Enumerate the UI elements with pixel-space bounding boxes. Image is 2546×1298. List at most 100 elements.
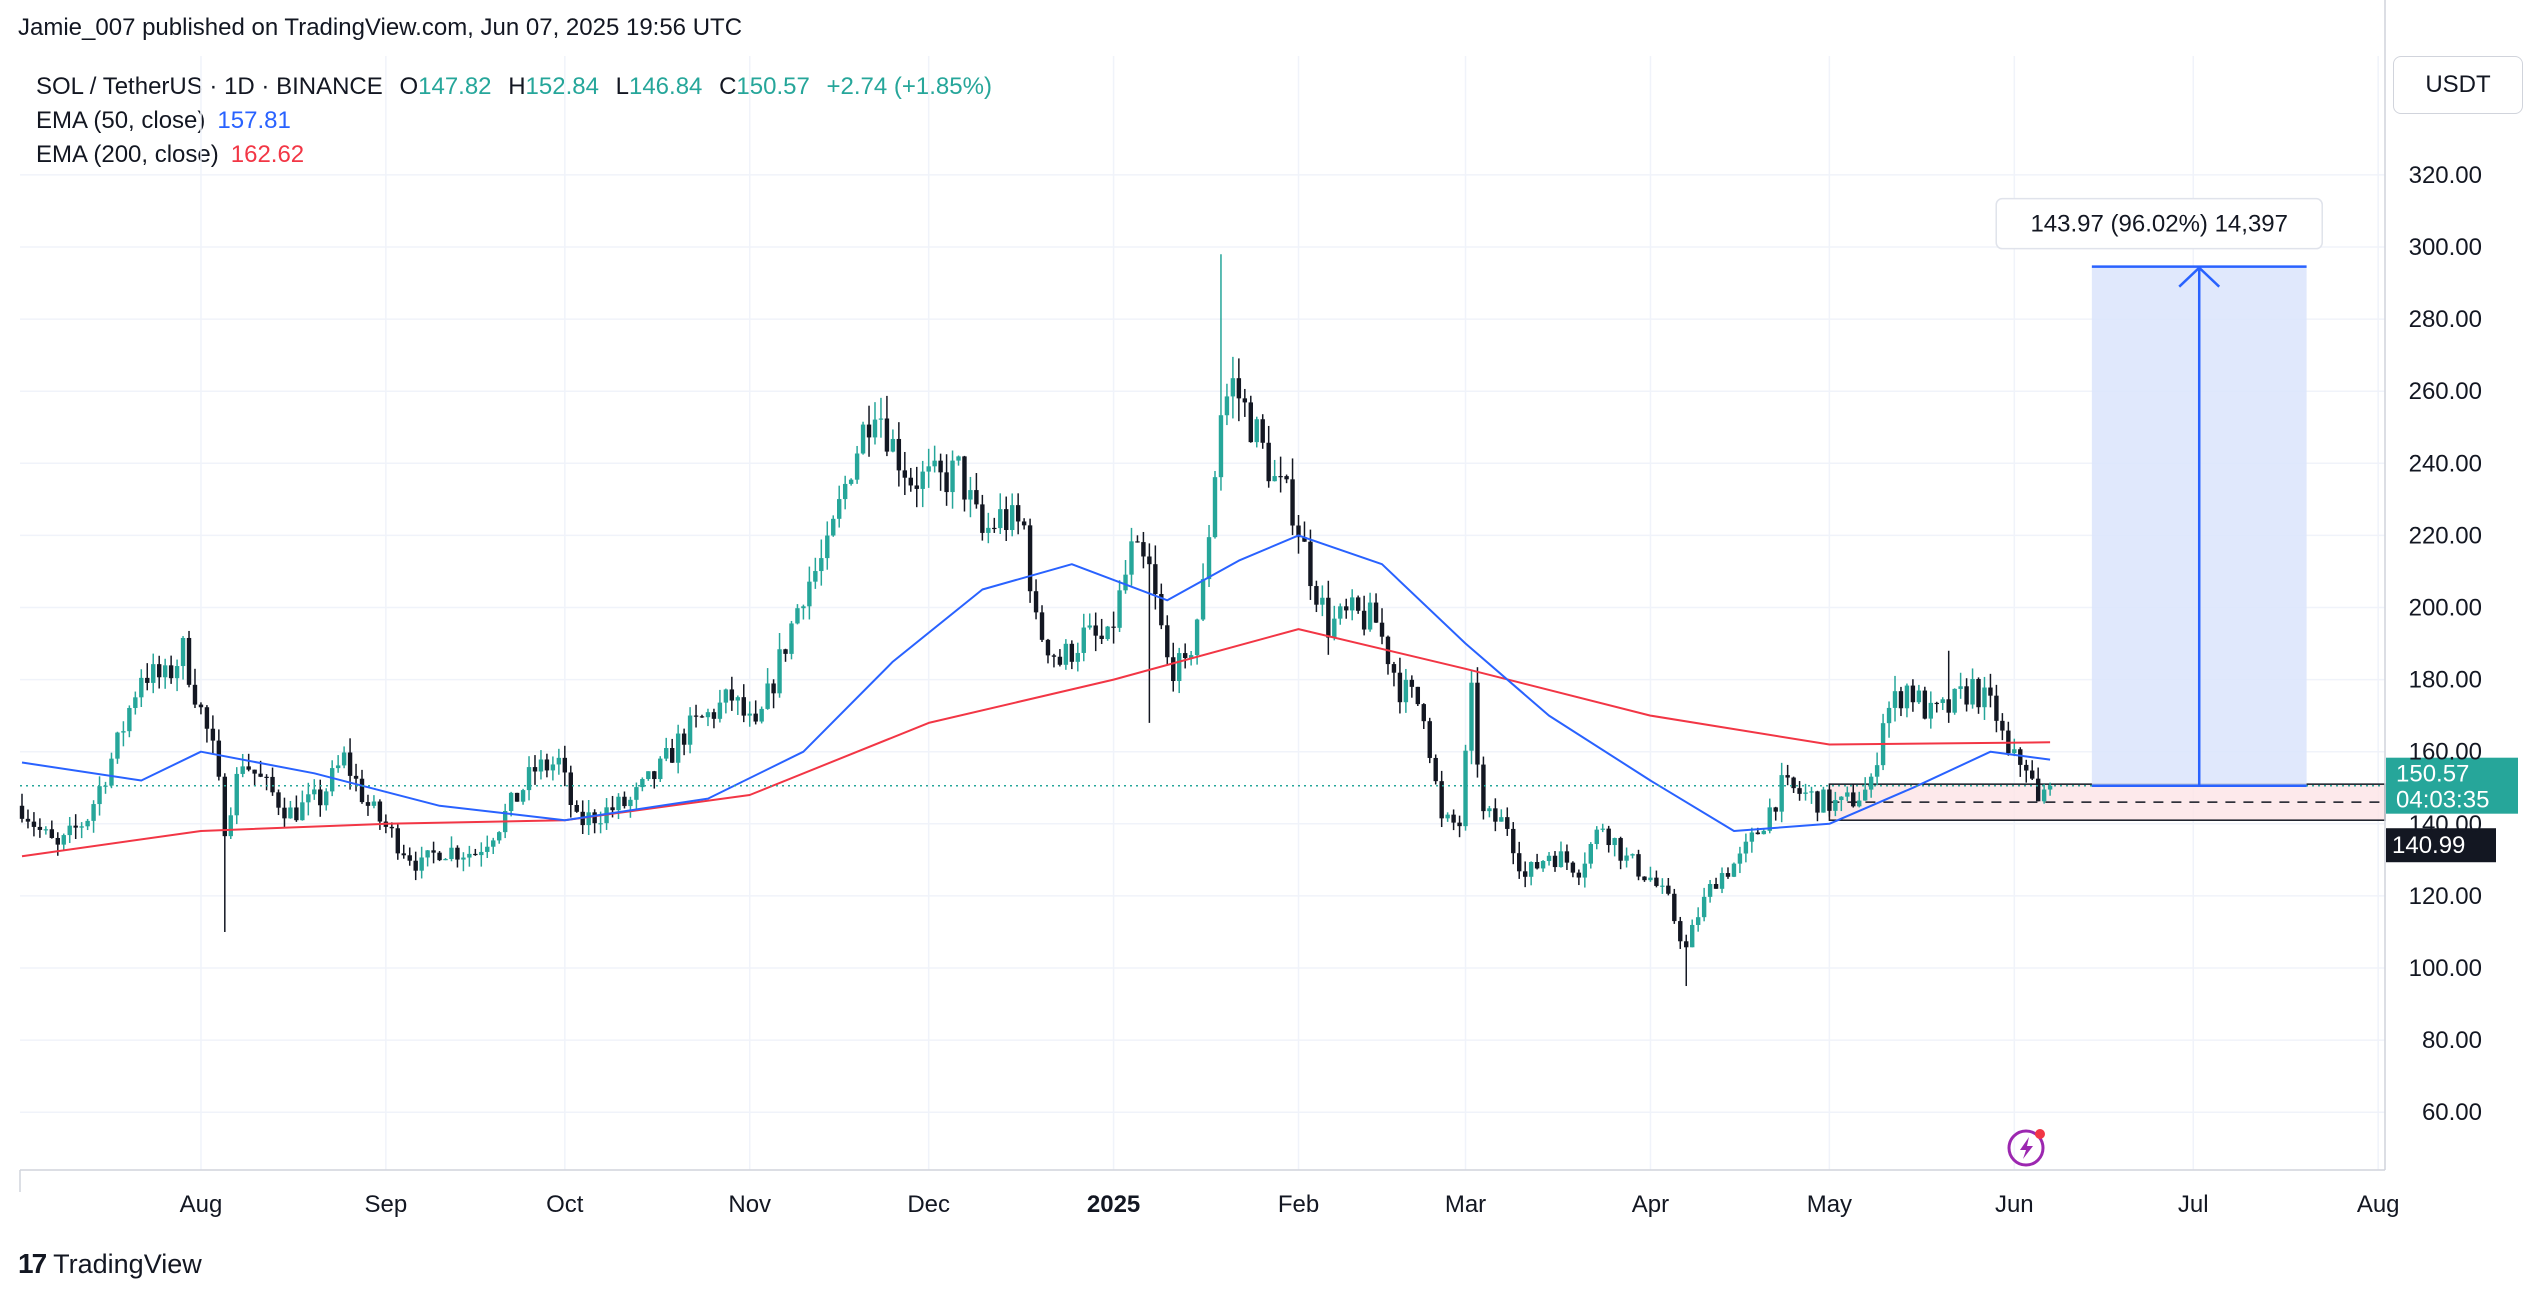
candle <box>711 708 717 729</box>
candle-body <box>1355 597 1361 611</box>
candle-body <box>1552 855 1558 868</box>
candle-body <box>1558 851 1564 868</box>
candle <box>497 831 502 844</box>
candle-body <box>544 759 550 771</box>
candle-body <box>1725 873 1731 877</box>
candle-body <box>1785 775 1790 778</box>
candle-body <box>1272 476 1277 482</box>
candle-body <box>980 504 985 533</box>
candle-body <box>1397 672 1403 703</box>
tradingview-logo[interactable]: 17 TradingView <box>18 1248 202 1280</box>
candle-body <box>180 637 186 667</box>
candle-body <box>1600 828 1605 830</box>
candle-body <box>1970 678 1975 705</box>
candle <box>2000 713 2005 741</box>
candle <box>312 779 317 800</box>
candle <box>1308 529 1313 600</box>
x-tick-label: Mar <box>1445 1191 1486 1218</box>
candle-body <box>2030 770 2035 779</box>
candle <box>1284 474 1289 484</box>
candle-body <box>783 649 788 654</box>
candle-body <box>1457 822 1462 827</box>
candle <box>550 756 556 781</box>
candle <box>127 705 132 738</box>
candle-body <box>1624 855 1629 861</box>
candle <box>795 604 800 625</box>
ema50-row[interactable]: EMA (50, close) 157.81 <box>36 104 992 138</box>
candle <box>2018 747 2023 777</box>
candle-body <box>1206 537 1212 580</box>
symbol-label[interactable]: SOL / TetherUS · 1D · BINANCE <box>36 73 383 100</box>
candle <box>79 822 84 839</box>
candle <box>85 818 90 831</box>
candle-body <box>1845 792 1850 797</box>
candle <box>1511 822 1516 865</box>
candle-body <box>353 775 359 779</box>
candle <box>1242 388 1248 417</box>
overlay-layer: 143.97 (96.02%) 14,397150.5704:03:35140.… <box>20 197 2518 1167</box>
candle-body <box>1874 765 1880 777</box>
candle-body <box>443 859 448 861</box>
candle <box>1218 254 1224 491</box>
currency-selector[interactable]: USDT <box>2393 56 2523 114</box>
candle <box>1260 414 1265 449</box>
candle <box>1624 847 1629 868</box>
candle <box>1660 878 1665 894</box>
candle-body <box>1379 622 1385 637</box>
candle <box>932 445 937 473</box>
candle-body <box>890 438 896 452</box>
candle-body <box>878 418 884 420</box>
x-tick-label: Dec <box>907 1191 950 1218</box>
candle-body <box>1093 625 1098 636</box>
candle-body <box>1254 419 1259 443</box>
candle <box>1988 673 1993 708</box>
candle <box>1314 580 1319 613</box>
candle-body <box>79 826 84 828</box>
candle <box>1057 649 1063 667</box>
candle <box>1803 783 1808 801</box>
candle-body <box>282 807 287 819</box>
candle-body <box>1135 541 1140 543</box>
candle <box>1749 827 1755 853</box>
candle-body <box>932 460 937 467</box>
candle <box>1970 668 1975 709</box>
candle-body <box>1517 853 1522 872</box>
candle <box>1021 518 1027 530</box>
candle <box>992 517 997 533</box>
candle <box>145 663 150 691</box>
candle-body <box>1165 625 1170 658</box>
candle <box>1361 595 1367 636</box>
candle-body <box>1391 664 1397 673</box>
candle-body <box>765 683 770 709</box>
candle <box>705 708 711 727</box>
candle <box>968 476 973 518</box>
candle <box>1636 849 1641 881</box>
candle <box>962 455 967 512</box>
candle-body <box>1475 682 1480 765</box>
candle <box>1630 853 1635 859</box>
candle <box>1916 684 1922 705</box>
candle-body <box>1511 828 1516 854</box>
candle <box>2012 738 2017 757</box>
x-tick-label: Aug <box>180 1191 223 1218</box>
candle-body <box>610 807 615 811</box>
candle-body <box>37 826 43 830</box>
candle <box>1958 672 1963 699</box>
candle-body <box>1886 707 1892 724</box>
candle <box>1230 356 1236 419</box>
candle-body <box>819 558 824 572</box>
candle-body <box>210 728 216 741</box>
candle-body <box>419 857 424 871</box>
candle <box>1254 416 1259 448</box>
high-label: H <box>508 73 526 100</box>
candle <box>1946 650 1951 723</box>
candle-body <box>2035 778 2041 802</box>
candle <box>1666 877 1671 896</box>
candle <box>1123 560 1128 594</box>
ema200-row[interactable]: EMA (200, close) 162.62 <box>36 138 992 172</box>
candle <box>765 668 770 710</box>
candle <box>1117 580 1122 633</box>
candle-body <box>1111 626 1116 628</box>
candle-body <box>1898 691 1904 709</box>
